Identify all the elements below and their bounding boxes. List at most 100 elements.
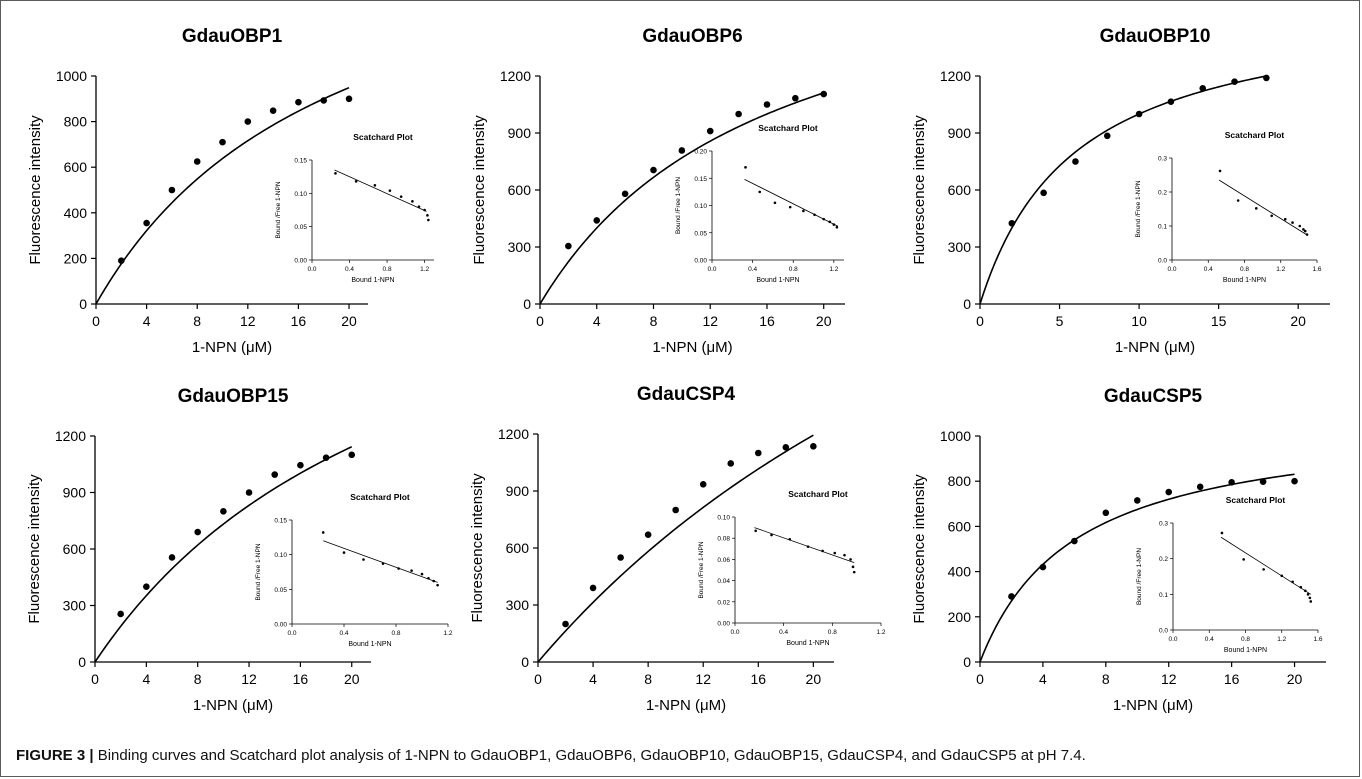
inset-y-tick-label: 0.10 bbox=[717, 515, 730, 522]
x-axis-label: 1-NPN (μM) bbox=[1113, 697, 1193, 714]
inset-data-point bbox=[1242, 558, 1245, 561]
data-point bbox=[706, 127, 714, 135]
data-point bbox=[1231, 78, 1238, 85]
inset-y-tick-label: 0.04 bbox=[717, 578, 730, 585]
data-point bbox=[1039, 563, 1047, 571]
inset-y-tick-label: 0.08 bbox=[717, 536, 730, 543]
inset-data-point bbox=[432, 579, 436, 583]
chart-title: GdauOBP1 bbox=[182, 26, 283, 47]
data-point bbox=[820, 90, 828, 98]
y-tick-label: 400 bbox=[64, 205, 88, 221]
y-tick-label: 0 bbox=[521, 654, 529, 670]
x-axis-label: 1-NPN (μM) bbox=[646, 697, 726, 714]
x-tick-label: 20 bbox=[344, 671, 360, 687]
inset-data-point bbox=[373, 184, 377, 187]
inset-x-tick-label: 0.0 bbox=[730, 629, 739, 636]
x-axis-label: 1-NPN (μM) bbox=[652, 339, 732, 356]
inset-data-point bbox=[354, 180, 358, 183]
inset-x-tick-label: 0.0 bbox=[1168, 636, 1177, 643]
inset-regression-line bbox=[1218, 179, 1309, 236]
y-tick-label: 300 bbox=[508, 239, 532, 255]
data-point bbox=[593, 217, 601, 224]
y-axis-label: Fluorescence intensity bbox=[911, 474, 928, 624]
data-point bbox=[322, 454, 330, 461]
y-tick-label: 600 bbox=[63, 541, 87, 557]
figure-panels: GdauOBP1 0 200 400 600 800 1000 0 4 8 12 16 20 1-NPN … bbox=[10, 10, 1352, 730]
inset-x-axis-label: Bound 1-NPN bbox=[351, 277, 394, 284]
inset-data-point bbox=[813, 213, 816, 217]
inset-data-point bbox=[1236, 199, 1240, 202]
x-axis-label: 1-NPN (μM) bbox=[192, 339, 272, 356]
data-point bbox=[621, 190, 629, 198]
inset-data-point bbox=[1220, 531, 1224, 535]
x-tick-label: 0 bbox=[534, 671, 542, 687]
data-point bbox=[143, 583, 150, 590]
inset-data-point bbox=[427, 576, 430, 580]
data-point bbox=[1167, 98, 1175, 105]
scatchard-inset: Scatchard Plot 0.00 0.05 0.10 0.15 0.0 0.4 0.8 1… bbox=[255, 492, 453, 648]
x-axis-label: 1-NPN (μM) bbox=[1115, 339, 1195, 356]
data-point bbox=[1135, 110, 1143, 118]
data-point bbox=[1228, 479, 1235, 486]
chart-title: GdauCSP5 bbox=[1104, 386, 1203, 407]
y-tick-label: 0 bbox=[79, 296, 87, 312]
inset-y-tick-label: 0.3 bbox=[1158, 156, 1167, 163]
inset-x-tick-label: 1.2 bbox=[876, 629, 885, 636]
data-point bbox=[269, 107, 277, 114]
data-point bbox=[565, 242, 572, 250]
inset-y-axis-label: Bound /Free 1-NPN bbox=[1135, 180, 1142, 237]
inset-data-point bbox=[852, 570, 856, 574]
y-tick-label: 0 bbox=[963, 296, 971, 312]
inset-data-point bbox=[426, 214, 429, 217]
y-tick-label: 0 bbox=[523, 296, 531, 312]
x-tick-label: 10 bbox=[1131, 313, 1147, 329]
x-tick-label: 4 bbox=[1039, 671, 1047, 687]
inset-regression-line bbox=[334, 169, 427, 212]
data-point bbox=[754, 449, 762, 457]
y-axis-label: Fluorescence intensity bbox=[471, 115, 488, 265]
y-tick-label: 1200 bbox=[940, 68, 971, 84]
inset-y-tick-label: 0.1 bbox=[1158, 224, 1167, 231]
x-tick-label: 0 bbox=[91, 671, 99, 687]
inset-data-point bbox=[788, 205, 792, 209]
data-point bbox=[117, 610, 124, 618]
inset-y-tick-label: 0.05 bbox=[694, 230, 707, 237]
data-point bbox=[118, 257, 125, 264]
x-tick-label: 20 bbox=[806, 671, 822, 687]
y-axis-label: Fluorescence intensity bbox=[27, 115, 44, 265]
inset-x-axis-label: Bound 1-NPN bbox=[786, 640, 829, 647]
fit-curve bbox=[94, 446, 353, 663]
inset-data-point bbox=[334, 172, 337, 175]
inset-data-point bbox=[397, 567, 400, 570]
x-tick-label: 4 bbox=[143, 313, 151, 329]
inset-data-point bbox=[828, 220, 832, 224]
data-point bbox=[727, 460, 735, 467]
inset-x-tick-label: 0.0 bbox=[707, 266, 716, 273]
inset-data-point bbox=[849, 558, 852, 561]
inset-x-tick-label: 0.0 bbox=[307, 266, 316, 273]
x-tick-label: 16 bbox=[291, 313, 307, 329]
inset-data-point bbox=[754, 529, 757, 533]
data-point bbox=[1263, 74, 1270, 82]
data-point bbox=[763, 101, 771, 108]
inset-x-tick-label: 0.4 bbox=[339, 630, 348, 637]
data-point bbox=[1103, 132, 1111, 140]
chart-panel-2: GdauOBP6 0 300 600 900 1200 0 4 8 12 16 20 1-NPN (μM… bbox=[471, 26, 845, 356]
inset-data-point bbox=[411, 200, 414, 203]
inset-title: Scatchard Plot bbox=[1226, 495, 1286, 505]
figure-caption: FIGURE 3 | Binding curves and Scatchard … bbox=[16, 747, 1346, 765]
inset-y-tick-label: 0.00 bbox=[694, 258, 707, 265]
y-tick-label: 600 bbox=[948, 518, 972, 534]
y-tick-label: 300 bbox=[63, 598, 87, 614]
y-tick-label: 600 bbox=[506, 540, 530, 556]
y-tick-label: 1200 bbox=[500, 68, 531, 84]
inset-data-point bbox=[802, 209, 805, 213]
inset-data-point bbox=[822, 217, 825, 221]
data-point bbox=[644, 531, 652, 538]
y-tick-label: 900 bbox=[63, 485, 87, 501]
fit-curve bbox=[539, 92, 824, 305]
inset-x-tick-label: 0.0 bbox=[1167, 266, 1176, 273]
chart-panel-3: GdauOBP10 0 300 600 900 1200 0 5 10 15 20 1-NPN (μM… bbox=[911, 26, 1330, 356]
